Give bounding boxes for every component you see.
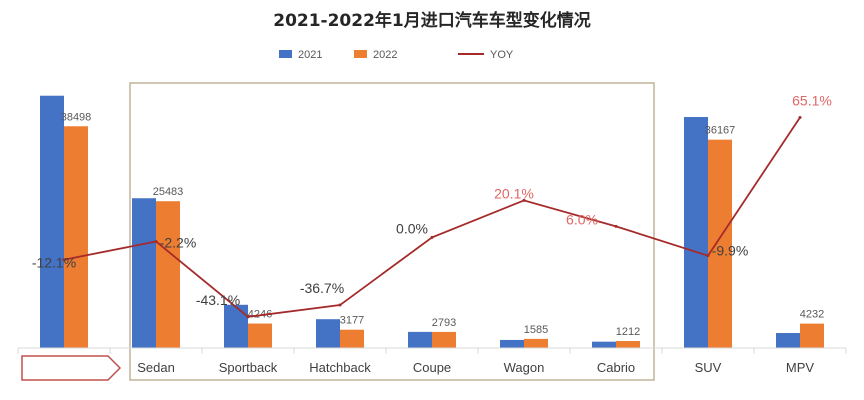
x-tick-label-hatchback: Hatchback — [309, 360, 371, 375]
legend-swatch-2022 — [354, 50, 367, 58]
bar-2021-mpv — [776, 333, 800, 348]
bar-2022-wagon — [524, 338, 548, 348]
car-arrow — [21, 355, 122, 381]
yoy-label-car: -12.1% — [32, 255, 76, 271]
bar-2021-car — [40, 95, 64, 348]
x-tick-label-sportback: Sportback — [219, 360, 278, 375]
bar-2022-suv — [708, 139, 732, 348]
yoy-point-suv — [706, 254, 710, 258]
bars-group — [40, 95, 824, 348]
car-arrow-shape — [21, 355, 122, 381]
data-label-2022-wagon: 1585 — [524, 324, 548, 336]
data-label-2022-car: 38498 — [61, 111, 92, 123]
bar-2022-hatchback — [340, 329, 364, 348]
bar-2022-coupe — [432, 331, 456, 348]
bar-2022-car — [64, 126, 88, 348]
x-tick-label-wagon: Wagon — [504, 360, 545, 375]
x-axis-tick-marks — [17, 348, 847, 354]
yoy-label-sedan: -2.2% — [160, 234, 197, 250]
yoy-label-wagon: 20.1% — [494, 185, 534, 201]
yoy-label-suv: -9.9% — [712, 243, 749, 259]
bar-2021-sedan — [132, 198, 156, 348]
yoy-point-wagon — [522, 198, 526, 202]
data-label-2022-hatchback: 3177 — [340, 315, 364, 327]
legend: 2021 2022 YOY — [279, 49, 514, 61]
bar-2021-hatchback — [316, 319, 340, 348]
legend-label-yoy: YOY — [490, 49, 514, 61]
yoy-label-coupe: 0.0% — [396, 220, 428, 236]
bar-2021-sportback — [224, 304, 248, 348]
yoy-label-sportback: -43.1% — [196, 292, 240, 308]
bar-2021-cabrio — [592, 341, 616, 348]
legend-swatch-2021 — [279, 50, 292, 58]
bar-2022-sportback — [248, 323, 272, 348]
yoy-line-group — [62, 115, 802, 319]
highlight-box — [129, 82, 655, 381]
yoy-point-sedan — [154, 239, 158, 243]
bar-2021-coupe — [408, 331, 432, 348]
x-tick-label-coupe: Coupe — [413, 360, 451, 375]
data-label-2022-coupe: 2793 — [432, 317, 456, 329]
x-axis-labels: CARSedanSportbackHatchbackCoupeWagonCabr… — [50, 360, 814, 375]
yoy-label-cabrio: 6.0% — [566, 211, 598, 227]
yoy-point-coupe — [430, 235, 434, 239]
data-label-2022-suv: 36167 — [705, 125, 736, 137]
x-tick-label-suv: SUV — [695, 360, 722, 375]
bar-2021-wagon — [500, 339, 524, 348]
chart-title: 2021-2022年1月进口汽车车型变化情况 — [273, 10, 591, 31]
x-tick-label-cabrio: Cabrio — [597, 360, 635, 375]
legend-label-2022: 2022 — [373, 49, 397, 61]
yoy-point-hatchback — [338, 303, 342, 307]
data-label-2022-mpv: 4232 — [800, 309, 824, 321]
bar-2022-sedan — [156, 201, 180, 348]
yoy-point-cabrio — [614, 224, 618, 228]
data-label-2022-cabrio: 1212 — [616, 326, 640, 338]
yoy-label-hatchback: -36.7% — [300, 280, 344, 296]
yoy-point-car — [62, 258, 66, 262]
x-tick-label-sedan: Sedan — [137, 360, 175, 375]
yoy-point-sportback — [246, 315, 250, 319]
bar-2022-cabrio — [616, 341, 640, 348]
x-tick-label-mpv: MPV — [786, 360, 815, 375]
bar-2022-mpv — [800, 323, 824, 348]
data-label-2022-sedan: 25483 — [153, 186, 184, 198]
bar-2021-suv — [684, 117, 708, 348]
legend-label-2021: 2021 — [298, 49, 322, 61]
yoy-label-mpv: 65.1% — [792, 92, 832, 108]
yoy-labels-group: -12.1% -2.2% -43.1% -36.7% 0.0% 20.1% 6.0% -9.9… — [32, 92, 832, 307]
yoy-point-mpv — [798, 115, 802, 119]
